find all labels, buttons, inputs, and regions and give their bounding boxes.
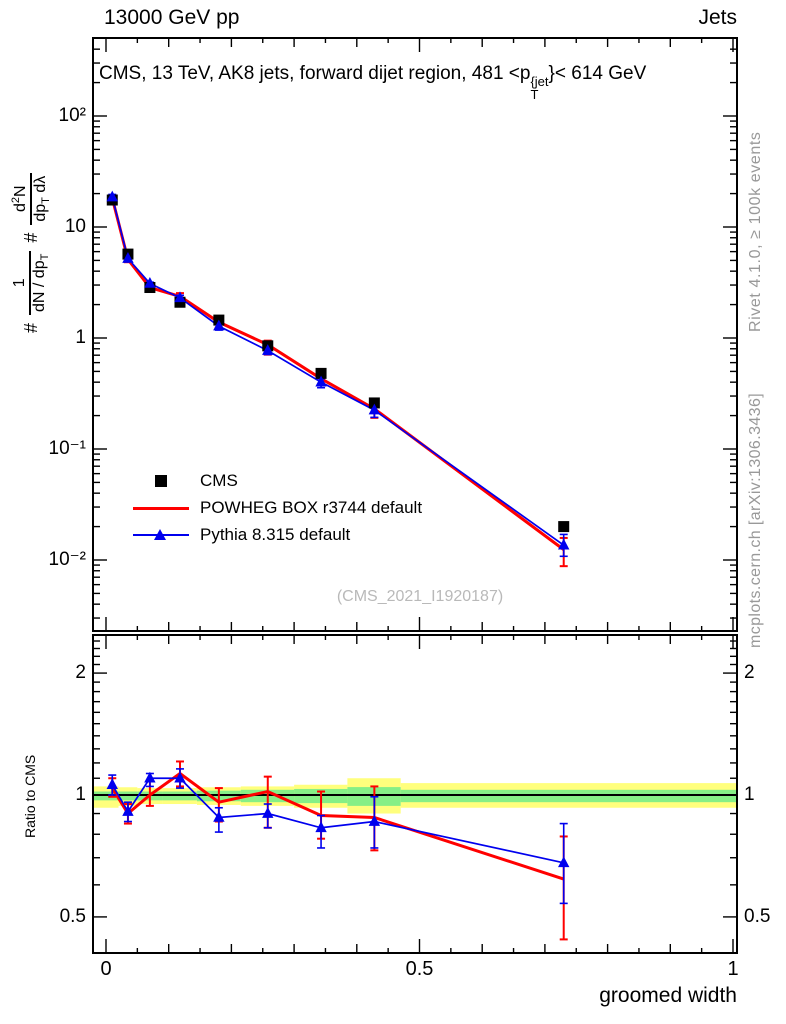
x-tick-label: 1 (727, 958, 739, 980)
plot-title-subscript: T (530, 87, 539, 102)
x-tick-label: 0 (100, 958, 112, 980)
legend-label-cms: CMS (200, 471, 238, 490)
plot-title-text: CMS, 13 TeV, AK8 jets, forward dijet reg… (99, 63, 531, 84)
ylabel-frac2-num-text: d (12, 203, 29, 212)
pythia-marker-triangle (174, 771, 186, 783)
legend-item-powheg: POWHEG BOX r3744 default (132, 498, 422, 518)
main-y-tick-label: 10⁻² (48, 549, 87, 570)
pythia-triangle-icon (154, 529, 166, 540)
main-y-axis-label: # 1 dN / dpT # d2N dpT dλ (10, 38, 54, 333)
ratio-y-tick-label-right: 2 (744, 662, 755, 684)
pythia-marker-triangle (122, 805, 134, 816)
main-panel-graphics (106, 190, 570, 568)
legend-label-powheg: POWHEG BOX r3744 default (200, 498, 423, 517)
ylabel-frac1-den-text: dN / dp (31, 260, 49, 312)
pythia-marker-triangle (213, 319, 225, 331)
pythia-legend-marker-box (132, 525, 190, 545)
pythia-marker-triangle (368, 403, 381, 415)
ratio-y-tick-label-left: 1 (75, 784, 86, 805)
ylabel-frac2-den-sub: T (40, 197, 53, 204)
cms-square-icon (155, 475, 167, 487)
main-panel-frame (92, 37, 738, 632)
cms-marker-square (315, 367, 327, 379)
pythia-marker-triangle (315, 821, 327, 833)
ylabel-frac2-num-text2: N (12, 185, 29, 197)
header-beam-energy: 13000 GeV pp (104, 6, 240, 29)
mcplots-arxiv-note: mcplots.cern.ch [arXiv:1306.3436] (747, 392, 764, 648)
cms-marker-square (368, 397, 380, 409)
x-axis-label: groomed width (599, 984, 737, 1007)
x-tick-label: 0.5 (405, 958, 434, 980)
legend-item-cms: CMS (132, 471, 422, 491)
ylabel-frac1-den-sub: T (39, 253, 52, 261)
pythia-marker-triangle (106, 778, 118, 790)
ylabel-fraction-1: 1 dN / dpT (11, 250, 53, 315)
plot-title-superscript: {jet (530, 74, 549, 89)
pythia-marker-triangle (315, 375, 327, 387)
ylabel-frac1-denominator: dN / dpT (29, 250, 53, 315)
main-y-tick-label: 1 (75, 327, 86, 348)
pythia-marker-triangle (262, 807, 274, 818)
header-analysis-group: Jets (698, 6, 737, 29)
pythia-marker-triangle (122, 252, 134, 263)
plot-title-supsub: {jet T (530, 75, 548, 101)
pythia-marker-triangle (558, 856, 570, 868)
pythia-marker-triangle (174, 291, 186, 303)
pythia-marker-triangle (106, 190, 118, 202)
cms-marker-square (558, 521, 570, 533)
ratio-y-tick-label-left: 0.5 (59, 905, 86, 927)
ylabel-frac1-numerator: 1 (11, 278, 28, 288)
main-y-tick-label: 10 (64, 216, 86, 237)
ratio-panel-graphics (93, 760, 737, 941)
pythia-marker-triangle (368, 815, 381, 826)
legend-label-pythia: Pythia 8.315 default (200, 525, 351, 544)
ratio-panel-frame (92, 634, 738, 954)
ylabel-frac2-num-sup: 2 (10, 196, 22, 204)
plot-title: CMS, 13 TeV, AK8 jets, forward dijet reg… (99, 63, 759, 101)
pythia-marker-triangle (213, 810, 225, 822)
ratio-y-tick-label-right: 0.5 (744, 905, 771, 927)
analysis-id-watermark: (CMS_2021_I1920187) (336, 588, 504, 605)
rivet-version-note: Rivet 4.1.0, ≥ 100k events (747, 131, 764, 332)
pythia-marker-triangle (144, 771, 156, 783)
legend: CMS POWHEG BOX r3744 default Pythia 8.31… (132, 471, 422, 545)
main-y-tick-label: 10⁻¹ (48, 438, 87, 459)
ratio-y-tick-label-right: 1 (744, 784, 755, 805)
pythia-marker-triangle (262, 344, 274, 355)
main-y-tick-label: 10² (58, 105, 86, 126)
powheg-line-icon (133, 506, 189, 510)
legend-item-pythia: Pythia 8.315 default (132, 525, 422, 545)
ylabel-frac2-numerator: d2N (10, 182, 30, 215)
ylabel-frac2-den-text2: dλ (32, 175, 50, 198)
pythia-marker-triangle (558, 538, 570, 550)
pythia-marker-triangle (144, 276, 156, 288)
powheg-legend-marker-box (132, 498, 190, 518)
cms-legend-marker-box (132, 471, 190, 491)
cms-marker-square (174, 296, 186, 308)
ratio-y-tick-label-left: 2 (75, 662, 86, 684)
plot-title-text-end: }< 614 GeV (548, 63, 647, 84)
